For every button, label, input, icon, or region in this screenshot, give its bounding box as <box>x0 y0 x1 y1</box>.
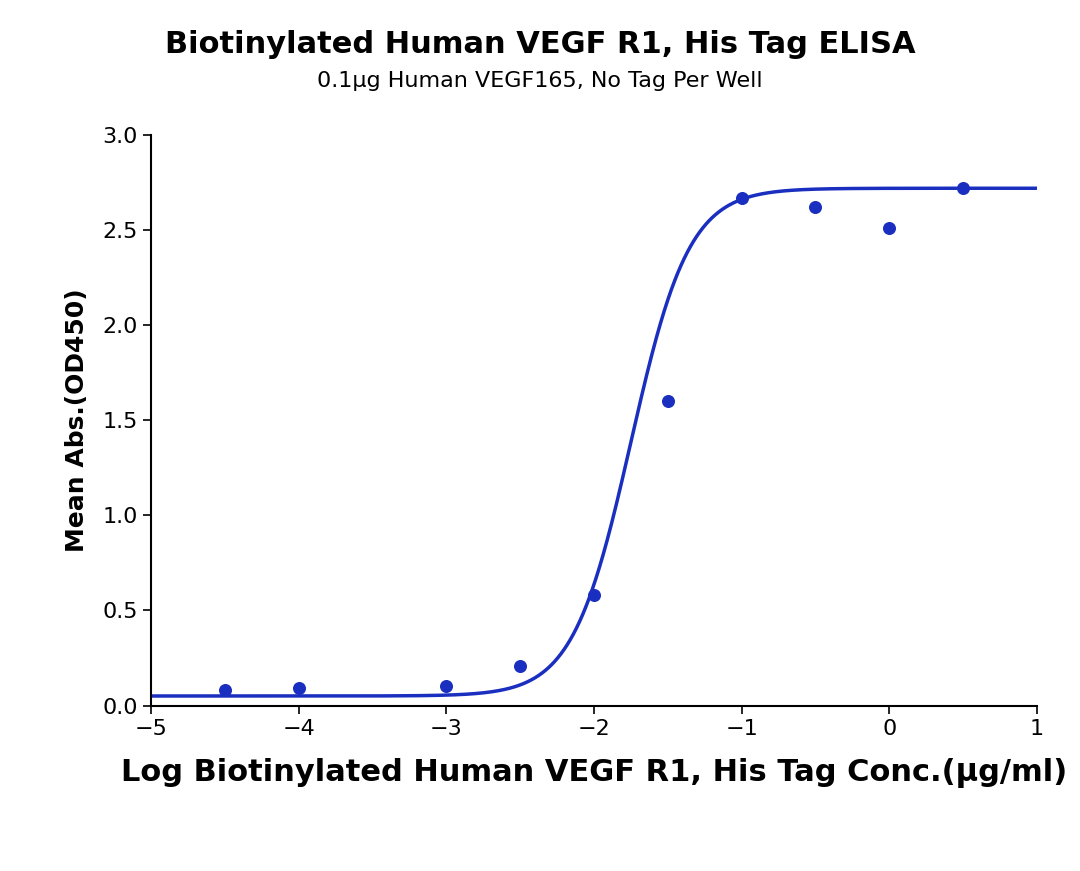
Point <box>437 679 455 693</box>
Text: 0.1μg Human VEGF165, No Tag Per Well: 0.1μg Human VEGF165, No Tag Per Well <box>318 71 762 91</box>
Point <box>512 658 529 672</box>
Point <box>955 181 972 195</box>
Text: Biotinylated Human VEGF R1, His Tag ELISA: Biotinylated Human VEGF R1, His Tag ELIS… <box>164 30 916 59</box>
Point <box>880 221 897 235</box>
Point <box>291 681 308 695</box>
Point <box>807 200 824 214</box>
Y-axis label: Mean Abs.(OD450): Mean Abs.(OD450) <box>65 288 89 552</box>
X-axis label: Log Biotinylated Human VEGF R1, His Tag Conc.(μg/ml): Log Biotinylated Human VEGF R1, His Tag … <box>121 758 1067 788</box>
Point <box>733 191 751 205</box>
Point <box>216 684 233 698</box>
Point <box>659 395 676 408</box>
Point <box>585 588 603 602</box>
